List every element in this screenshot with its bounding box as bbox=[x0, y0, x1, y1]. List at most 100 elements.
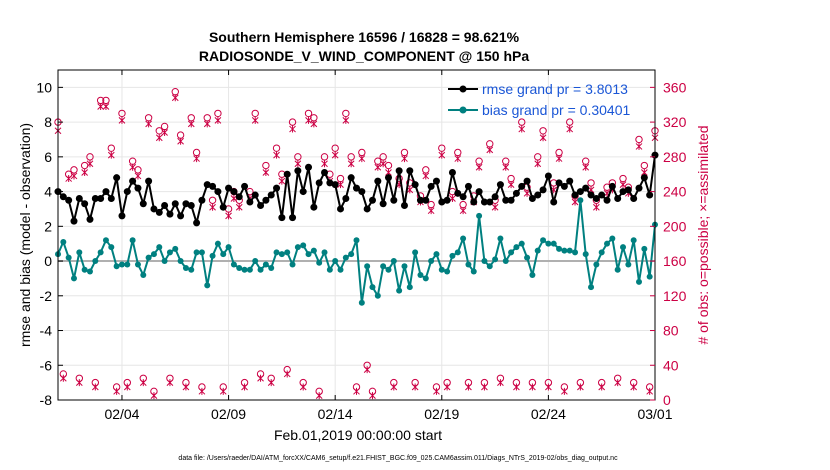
obs-assimilated-point bbox=[65, 175, 73, 183]
y-axis-left-ticks: -8 -6 -4 -2 0 2 4 6 8 10 bbox=[36, 79, 63, 408]
bias-point bbox=[561, 247, 568, 254]
rmse-point bbox=[598, 191, 606, 199]
rmse-point bbox=[267, 191, 275, 199]
obs-assimilated-point bbox=[497, 379, 504, 387]
bias-point bbox=[518, 240, 525, 247]
bias-point bbox=[145, 254, 152, 261]
bias-point bbox=[305, 251, 312, 258]
obs-assimilated-point bbox=[225, 212, 232, 220]
bias-point bbox=[284, 249, 291, 256]
rmse-point bbox=[150, 205, 158, 213]
obs-possible-point bbox=[534, 153, 542, 161]
y-tick-label: -2 bbox=[40, 288, 53, 304]
rmse-point bbox=[635, 184, 643, 192]
rmse-point bbox=[91, 195, 99, 203]
obs-assimilated-point bbox=[454, 155, 462, 163]
rmse-point bbox=[129, 177, 137, 185]
bias-point bbox=[60, 238, 67, 245]
obs-assimilated-point bbox=[363, 366, 371, 374]
obs-assimilated-point bbox=[529, 383, 536, 391]
y-right-tick-label: 160 bbox=[663, 253, 687, 269]
bias-point bbox=[401, 263, 408, 270]
bias-point bbox=[508, 249, 515, 256]
rmse-point bbox=[177, 212, 185, 220]
rmse-point bbox=[550, 198, 558, 206]
x-tick-label: 02/09 bbox=[211, 406, 246, 422]
obs-assimilated-point bbox=[267, 379, 275, 387]
obs-possible-point bbox=[294, 153, 302, 161]
bias-point bbox=[620, 244, 627, 251]
rmse-point bbox=[592, 195, 600, 203]
rmse-point bbox=[214, 188, 222, 196]
rmse-point bbox=[390, 196, 398, 204]
bias-point bbox=[428, 258, 435, 265]
bias-point bbox=[76, 249, 83, 256]
obs-possible-point bbox=[342, 109, 350, 118]
bias-point bbox=[257, 266, 264, 273]
rmse-point bbox=[118, 212, 126, 220]
obs-assimilated-point bbox=[81, 168, 89, 176]
y-tick-label: -6 bbox=[40, 357, 53, 373]
obs-assimilated-point bbox=[577, 383, 584, 391]
rmse-point bbox=[337, 205, 345, 213]
legend: rmse grand pr = 3.8013 bias grand pr = 0… bbox=[448, 81, 630, 118]
legend-rmse-marker bbox=[459, 85, 467, 93]
bias-point bbox=[204, 282, 211, 289]
rmse-point bbox=[353, 184, 360, 192]
obs-assimilated-point bbox=[422, 172, 430, 180]
obs-assimilated-point bbox=[59, 374, 67, 382]
obs-assimilated-point bbox=[161, 129, 168, 137]
data-file-footnote: data file: /Users/raeder/DAI/ATM_forcXX/… bbox=[178, 455, 618, 462]
bias-point bbox=[65, 254, 72, 261]
bias-point bbox=[390, 258, 397, 265]
y-tick-label: 8 bbox=[44, 114, 52, 130]
rmse-point bbox=[379, 200, 387, 208]
obs-assimilated-point bbox=[614, 379, 622, 387]
obs-assimilated-point bbox=[475, 163, 483, 171]
obs-assimilated-point bbox=[155, 134, 163, 142]
rmse-point bbox=[230, 188, 238, 196]
bias-point bbox=[412, 249, 419, 256]
bias-point bbox=[108, 244, 115, 251]
bias-point bbox=[433, 251, 440, 258]
bias-point bbox=[262, 261, 269, 268]
bias-point bbox=[342, 254, 349, 261]
rmse-point bbox=[560, 182, 568, 190]
rmse-point bbox=[289, 214, 297, 222]
obs-assimilated-point bbox=[91, 383, 99, 391]
obs-assimilated-point bbox=[166, 379, 174, 387]
obs-possible-point bbox=[566, 118, 574, 126]
rmse-point bbox=[411, 181, 419, 189]
bias-point bbox=[465, 261, 472, 268]
obs-assimilated-point bbox=[502, 163, 510, 171]
plot-frame bbox=[57, 69, 656, 401]
bias-point bbox=[369, 284, 376, 291]
rmse-point bbox=[566, 177, 574, 185]
obs-assimilated-point bbox=[150, 392, 158, 400]
rmse-point bbox=[97, 195, 105, 203]
bias-point bbox=[534, 247, 541, 254]
bias-point bbox=[358, 299, 365, 306]
bias-point bbox=[577, 197, 584, 204]
obs-assimilated-point bbox=[86, 160, 94, 168]
obs-assimilated-point bbox=[342, 116, 350, 124]
rmse-point bbox=[523, 177, 531, 185]
obs-assimilated-point bbox=[251, 116, 259, 124]
obs-assimilated-point bbox=[369, 392, 376, 400]
bias-point bbox=[630, 237, 637, 244]
bias-series bbox=[55, 197, 658, 306]
rmse-point bbox=[539, 186, 547, 194]
bias-point bbox=[460, 235, 467, 242]
obs-assimilated-point bbox=[305, 116, 312, 124]
bias-point bbox=[193, 249, 200, 256]
y-tick-label: 6 bbox=[44, 149, 52, 165]
obs-assimilated-point bbox=[427, 207, 435, 215]
rmse-point bbox=[113, 174, 121, 182]
bias-point bbox=[598, 249, 605, 256]
rmse-point bbox=[273, 184, 281, 192]
y-tick-label: 0 bbox=[44, 253, 52, 269]
obs-possible-point bbox=[320, 153, 329, 161]
rmse-point bbox=[395, 167, 403, 175]
obs-assimilated-point bbox=[545, 383, 552, 391]
obs-assimilated-point bbox=[571, 198, 579, 206]
